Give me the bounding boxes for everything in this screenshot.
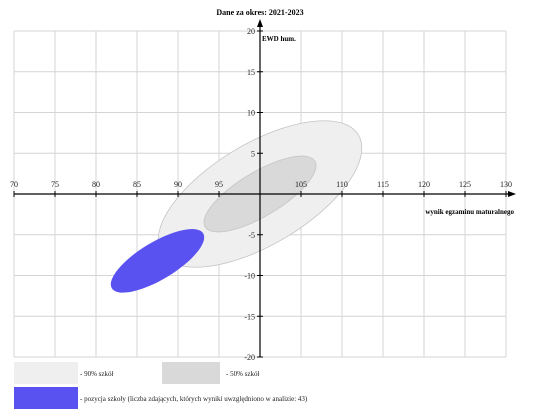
x-tick-label: 75 [51,180,59,189]
x-tick-label: 130 [500,180,512,189]
x-axis-label: wynik egzaminu maturalnego [425,208,514,216]
legend-swatch-50 [162,362,220,384]
x-tick-label: 95 [215,180,223,189]
y-tick-label: -20 [244,353,255,362]
x-tick-label: 80 [92,180,100,189]
x-tick-label: 115 [377,180,389,189]
x-tick-label: 125 [459,180,471,189]
y-axis-label: EWD hum. [262,35,296,43]
x-tick-label: 110 [336,180,348,189]
x-tick-label: 120 [418,180,430,189]
x-tick-label: 70 [10,180,18,189]
y-tick-label: 5 [251,149,255,158]
legend-label-50: - 50% szkół [226,370,259,378]
legend-swatch-school [14,387,78,409]
legend-label-school: - pozycja szkoły (liczba zdających, któr… [80,395,308,403]
legend-label-90: - 90% szkół [80,370,113,378]
x-tick-label: 105 [295,180,307,189]
y-tick-label: 15 [247,68,255,77]
y-axis-arrow-icon [257,19,263,27]
axes: 70 75 80 85 90 95 105 110 115 120 125 1302015105-5-… [10,19,516,362]
y-tick-label: -10 [244,272,255,281]
x-tick-label: 85 [133,180,141,189]
y-tick-label: 20 [247,27,255,36]
legend-swatch-90 [14,362,78,384]
x-axis-arrow-icon [508,191,516,197]
chart-title: Dane za okres: 2021-2023 [216,8,303,17]
x-tick-label: 90 [174,180,182,189]
y-tick-label: -15 [244,312,255,321]
legend: - 90% szkół - 50% szkół - pozycja szkoły… [14,362,308,409]
ellipse-school [110,229,205,293]
y-tick-label: 10 [247,109,255,118]
y-tick-label: -5 [248,231,255,240]
